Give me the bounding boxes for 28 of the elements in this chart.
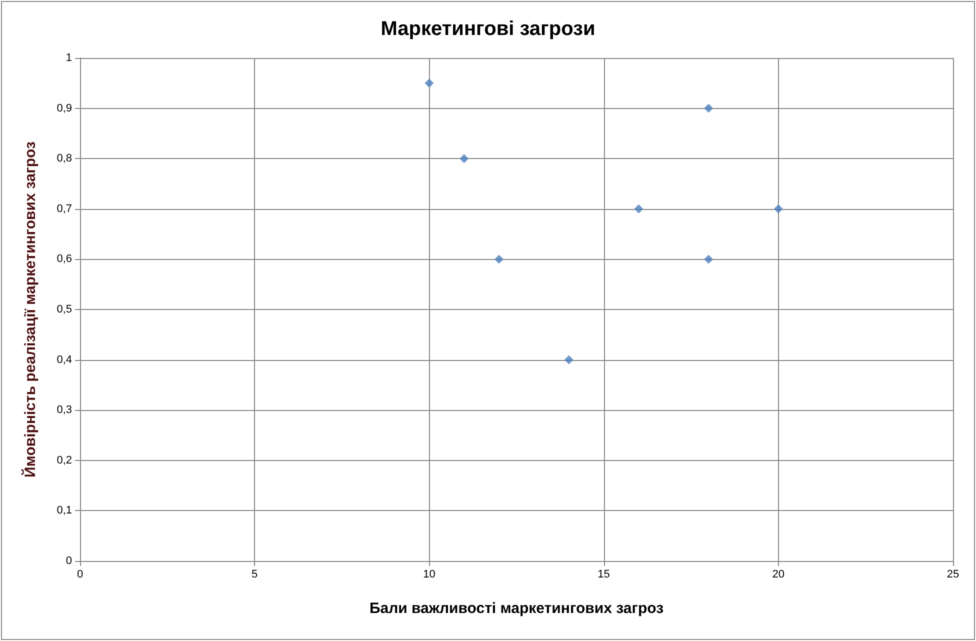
x-tick-label: 15 xyxy=(598,568,610,580)
point xyxy=(704,104,714,113)
point xyxy=(460,154,469,164)
x-tick-label: 10 xyxy=(423,568,436,580)
y-tick-label: 0,3 xyxy=(56,404,72,416)
y-tick-label: 0 xyxy=(66,555,72,567)
y-tick-label: 0,9 xyxy=(56,102,72,114)
y-tick-label: 0,6 xyxy=(56,253,72,266)
x-axis-title: Бали важливості маркетингових загроз xyxy=(369,600,664,617)
point xyxy=(774,204,783,214)
y-tick-label: 0,4 xyxy=(56,354,72,366)
point xyxy=(704,254,714,264)
point xyxy=(494,254,504,264)
x-tick-label: 20 xyxy=(772,568,785,580)
y-tick-label: 0,7 xyxy=(56,202,72,215)
point xyxy=(564,355,574,364)
y-axis-title: Ймовірність реалізації маркетингових загроз xyxy=(21,142,39,478)
x-tick-label: 5 xyxy=(252,568,258,580)
x-tick-label: 0 xyxy=(76,568,84,580)
point xyxy=(424,78,434,88)
x-tick-label: 25 xyxy=(946,568,960,580)
point xyxy=(634,204,644,214)
y-tick-label: 0,8 xyxy=(56,152,72,165)
y-tick-label: 1 xyxy=(66,52,72,64)
y-tick-label: 0,2 xyxy=(56,454,72,466)
y-tick-label: 0,5 xyxy=(56,304,72,316)
y-tick-label: 0,1 xyxy=(56,504,72,517)
chart-title: Маркетингові загрози xyxy=(380,18,596,40)
